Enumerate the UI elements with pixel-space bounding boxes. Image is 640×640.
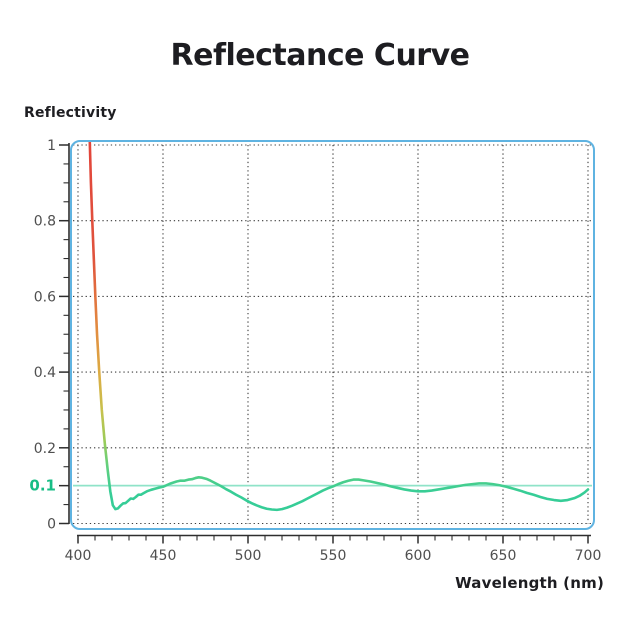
reflectance-curve bbox=[88, 142, 590, 512]
y-tick-label: 0.6 bbox=[34, 289, 56, 305]
axes bbox=[68, 143, 591, 537]
gridlines bbox=[73, 144, 592, 525]
x-tick-label: 500 bbox=[235, 548, 262, 564]
x-axis-title: Wavelength (nm) bbox=[455, 574, 604, 592]
x-tick-label: 600 bbox=[405, 548, 432, 564]
y-tick-labels: 0 0.1 0.2 0.4 0.6 0.8 1 bbox=[29, 138, 56, 533]
y-axis-title: Reflectivity bbox=[24, 105, 117, 121]
x-tick-labels: 400 450 500 550 600 650 700 bbox=[65, 548, 602, 564]
y-tick-label: 0 bbox=[47, 517, 56, 533]
x-tick-label: 550 bbox=[320, 548, 347, 564]
x-ticks bbox=[77, 535, 589, 544]
x-tick-label: 700 bbox=[575, 548, 602, 564]
y-tick-label: 0.4 bbox=[34, 365, 56, 381]
threshold-tick-label: 0.1 bbox=[29, 477, 56, 495]
plot-frame bbox=[70, 140, 595, 530]
chart-title: Reflectance Curve bbox=[170, 38, 471, 73]
x-tick-label: 650 bbox=[490, 548, 517, 564]
x-tick-label: 400 bbox=[65, 548, 92, 564]
y-tick-label: 1 bbox=[47, 138, 56, 154]
y-tick-label: 0.8 bbox=[34, 214, 56, 230]
y-ticks bbox=[59, 144, 69, 525]
x-tick-label: 450 bbox=[150, 548, 177, 564]
y-tick-label: 0.2 bbox=[34, 441, 56, 457]
